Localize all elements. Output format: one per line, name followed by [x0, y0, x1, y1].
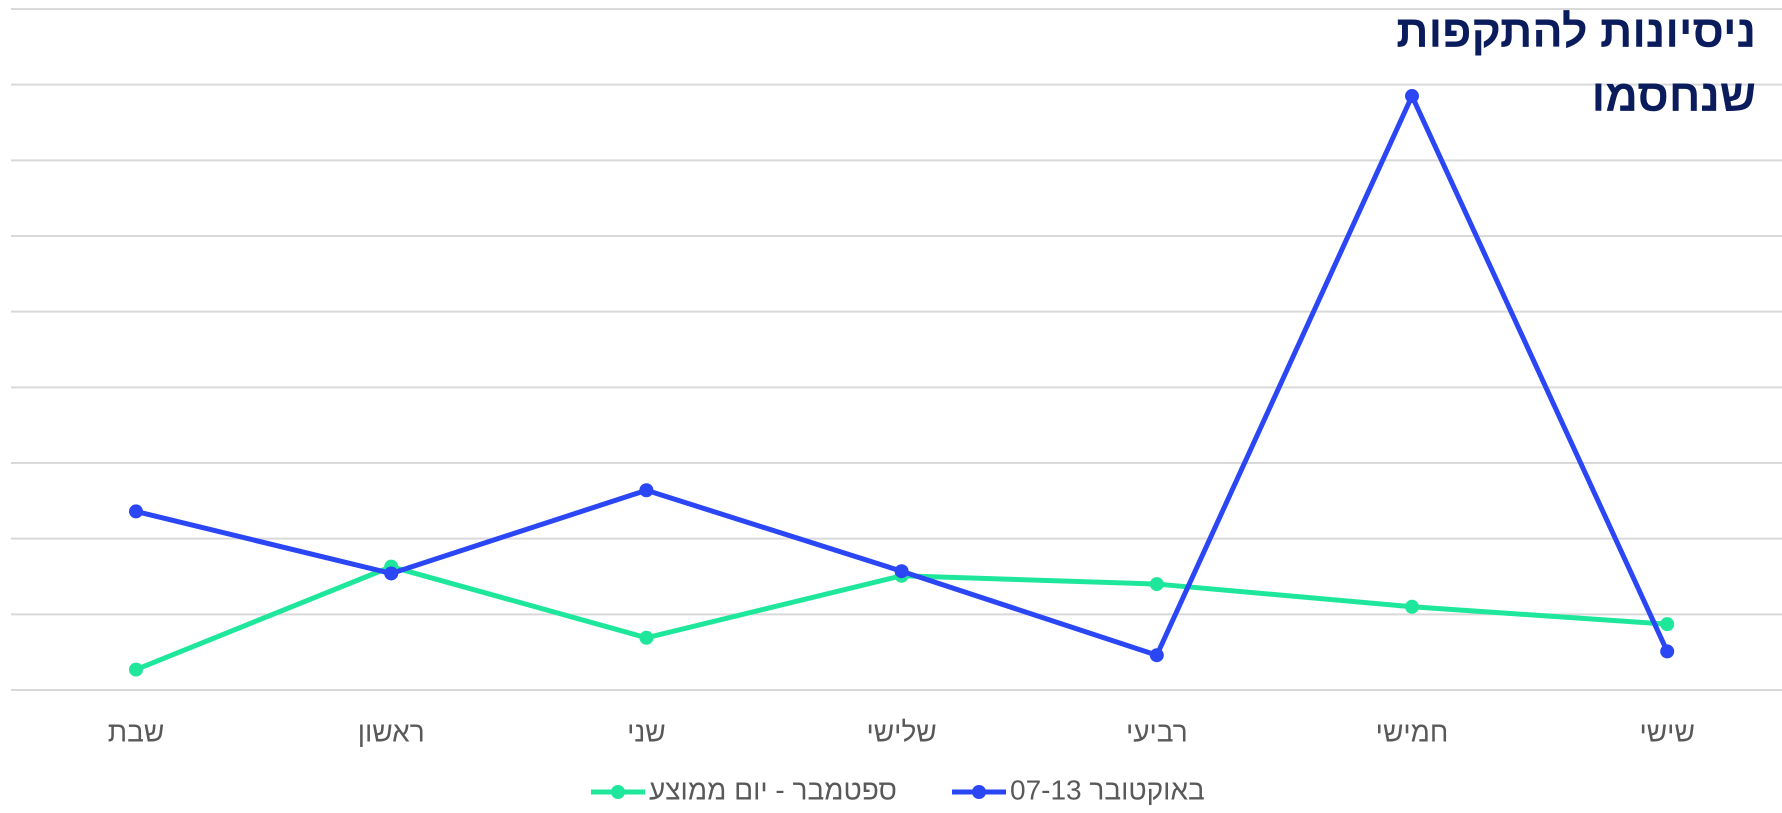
x-tick-label: רביעי: [1126, 716, 1188, 747]
point: [639, 630, 654, 645]
legend-marker: [611, 785, 625, 799]
legend-marker: [972, 785, 986, 799]
point: [1405, 89, 1419, 104]
point: [129, 504, 143, 519]
x-tick-label: חמישי: [1376, 716, 1449, 747]
point: [129, 662, 143, 677]
legend-label: ספטמבר - יום ממוצע: [649, 774, 897, 805]
point: [1660, 644, 1675, 659]
point: [1149, 648, 1164, 663]
x-tick-label: שישי: [1639, 716, 1694, 747]
x-tick-label: שני: [627, 716, 666, 747]
x-tick-label: ראשון: [358, 716, 425, 747]
point: [1149, 577, 1164, 592]
legend-label: 07-13 באוקטובר: [1010, 774, 1205, 805]
point: [639, 483, 654, 498]
x-tick-label: שבת: [108, 716, 165, 747]
chart-title: ניסיונות להתקפות שנחסמו: [1396, 6, 1756, 121]
point: [384, 566, 399, 581]
x-tick-label: שלישי: [866, 716, 936, 747]
point: [894, 564, 909, 579]
point: [1660, 617, 1675, 632]
point: [1405, 599, 1419, 614]
